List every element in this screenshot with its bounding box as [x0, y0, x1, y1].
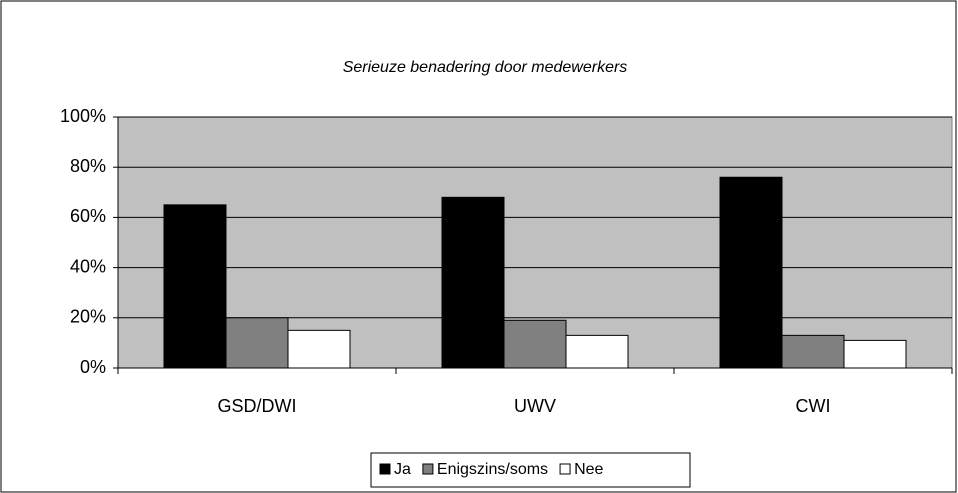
bar	[225, 317, 289, 369]
legend-label: Enigszins/soms	[437, 461, 548, 478]
y-tick-label: 80%	[70, 156, 106, 176]
x-tick-label: CWI	[796, 396, 831, 416]
y-tick-label: 0%	[80, 357, 106, 377]
x-tick-label: UWV	[514, 396, 556, 416]
bar	[503, 319, 567, 369]
legend-swatch	[422, 463, 434, 475]
bar	[843, 339, 907, 369]
y-tick-label: 20%	[70, 307, 106, 327]
y-tick-label: 60%	[70, 206, 106, 226]
y-tick-label: 100%	[60, 106, 106, 126]
bar	[781, 334, 845, 369]
legend-swatch	[379, 463, 391, 475]
bar	[163, 204, 227, 369]
y-tick-label: 40%	[70, 256, 106, 276]
bar	[719, 176, 783, 369]
bar	[287, 329, 351, 369]
bar	[565, 334, 629, 369]
legend-label: Nee	[574, 461, 603, 478]
bar	[441, 196, 505, 369]
chart-title: Serieuze benadering door medewerkers	[343, 59, 628, 76]
legend-label: Ja	[394, 461, 411, 478]
legend-swatch	[559, 463, 571, 475]
x-tick-label: GSD/DWI	[218, 396, 297, 416]
